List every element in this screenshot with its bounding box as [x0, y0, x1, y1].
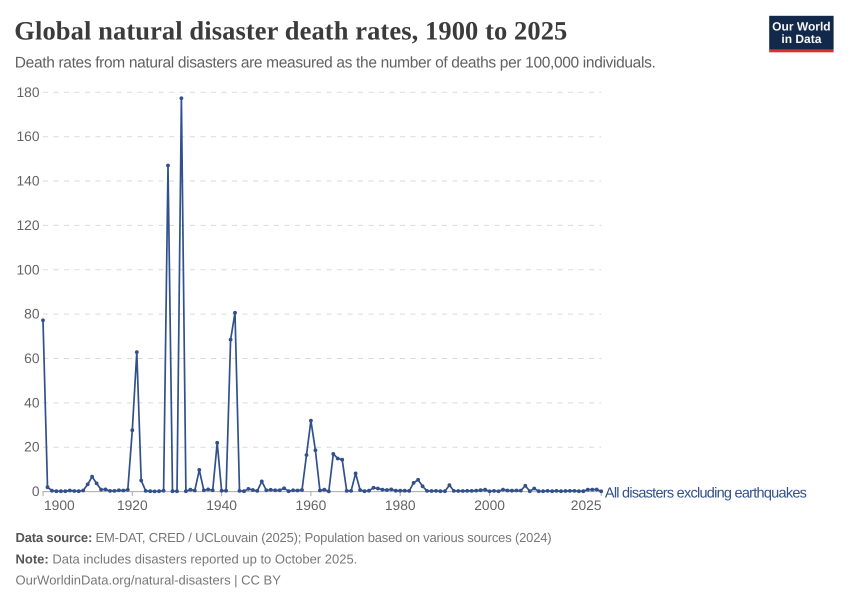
svg-text:Note: Data includes disasters: Note: Data includes disasters reported u… [16, 551, 358, 566]
svg-text:180: 180 [16, 85, 39, 100]
svg-text:1940: 1940 [206, 498, 237, 513]
svg-text:1980: 1980 [385, 498, 416, 513]
svg-text:1920: 1920 [117, 498, 148, 513]
svg-text:Our World: Our World [772, 20, 830, 34]
svg-text:Death rates from natural disas: Death rates from natural disasters are m… [15, 54, 656, 71]
svg-text:2025: 2025 [571, 498, 602, 513]
svg-text:in Data: in Data [781, 32, 821, 46]
svg-text:Data source: EM-DAT, CRED / UC: Data source: EM-DAT, CRED / UCLouvain (2… [16, 530, 552, 545]
svg-text:1960: 1960 [296, 498, 327, 513]
svg-text:140: 140 [16, 174, 39, 189]
svg-text:160: 160 [16, 129, 39, 144]
svg-text:100: 100 [16, 262, 39, 277]
svg-text:20: 20 [24, 440, 40, 455]
svg-text:Global natural disaster death: Global natural disaster death rates, 190… [14, 16, 567, 46]
svg-text:120: 120 [16, 218, 39, 233]
svg-text:0: 0 [32, 484, 40, 499]
svg-text:1900: 1900 [44, 498, 75, 513]
svg-text:2000: 2000 [474, 498, 505, 513]
svg-text:60: 60 [24, 351, 40, 366]
svg-text:40: 40 [24, 395, 40, 410]
svg-text:OurWorldinData.org/natural-dis: OurWorldinData.org/natural-disasters | C… [16, 572, 282, 587]
svg-text:80: 80 [24, 307, 40, 322]
svg-text:All disasters excluding earthq: All disasters excluding earthquakes [605, 485, 807, 501]
